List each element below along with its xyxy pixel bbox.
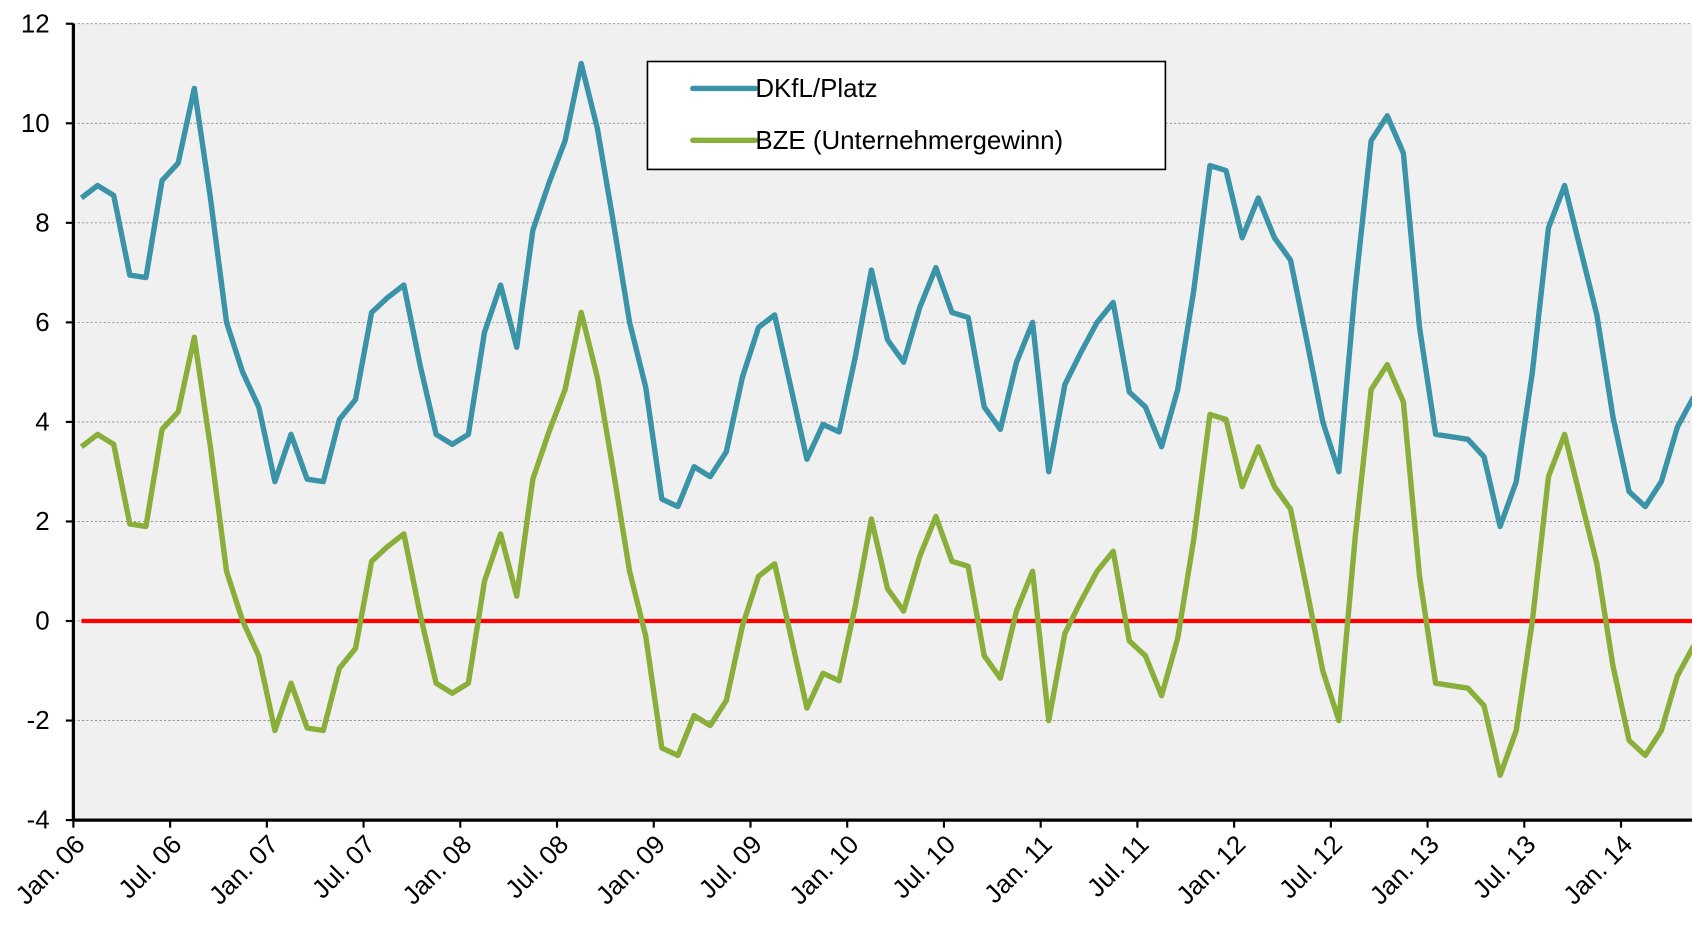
x-tick-label: Jul. 09 bbox=[694, 830, 768, 904]
series-line bbox=[79, 60, 1692, 530]
x-tick-label: Jul. 13 bbox=[1468, 830, 1542, 904]
y-tick-label: -2 bbox=[27, 707, 50, 735]
x-tick-label: Jan. 13 bbox=[1365, 830, 1445, 910]
y-tick-label: 10 bbox=[21, 110, 50, 138]
y-tick-label: 2 bbox=[35, 508, 49, 536]
legend-label: BZE (Unternehmergewinn) bbox=[755, 127, 1063, 155]
x-tick-label: Jan. 09 bbox=[591, 830, 671, 910]
y-tick-label: 8 bbox=[35, 209, 49, 237]
x-tick-label: Jan. 12 bbox=[1171, 830, 1251, 910]
x-tick-label: Jul. 06 bbox=[114, 830, 188, 904]
x-tick-label: Jan. 11 bbox=[979, 830, 1057, 908]
y-tick-label: -4 bbox=[27, 807, 50, 835]
y-tick-label: 0 bbox=[35, 608, 49, 636]
legend-label: DKfL/Platz bbox=[755, 75, 877, 103]
x-tick-label: Jul. 10 bbox=[887, 830, 961, 904]
x-tick-label: Jan. 08 bbox=[398, 830, 478, 910]
series-line bbox=[79, 309, 1692, 778]
x-tick-label: Jul. 07 bbox=[307, 830, 381, 904]
x-tick-label: Jan. 10 bbox=[785, 830, 865, 910]
x-tick-label: Jan. 14 bbox=[1558, 830, 1638, 910]
y-tick-label: 6 bbox=[35, 309, 49, 337]
x-tick-label: Jan. 07 bbox=[204, 830, 284, 910]
y-tick-label: 12 bbox=[21, 10, 50, 38]
legend: DKfL/Platz BZE (Unternehmergewinn) bbox=[646, 60, 1167, 171]
legend-box bbox=[646, 60, 1167, 171]
x-tick-label: Jan. 06 bbox=[11, 830, 91, 910]
x-tick-label: Jul. 08 bbox=[501, 830, 575, 904]
x-tick-label: Jul. 11 bbox=[1082, 830, 1154, 902]
series-lines bbox=[79, 60, 1692, 778]
y-tick-label: 4 bbox=[35, 409, 49, 437]
x-tick-label: Jul. 12 bbox=[1274, 830, 1348, 904]
